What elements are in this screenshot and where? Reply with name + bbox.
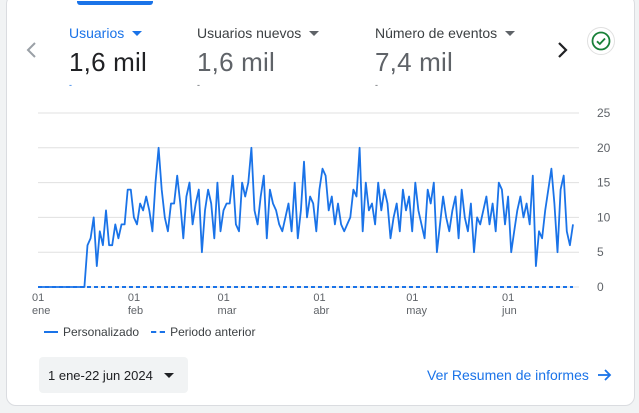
chevron-right-icon: [558, 42, 568, 58]
view-reports-label: Ver Resumen de informes: [427, 367, 589, 383]
legend-item-previous: Periodo anterior: [151, 325, 255, 339]
metric-new-users-comparison: -: [197, 80, 200, 90]
x-tick-day: 01: [218, 292, 230, 304]
check-circle-icon: [591, 31, 611, 51]
metric-event-count-comparison: -: [375, 80, 378, 90]
y-tick-label: 20: [597, 141, 611, 155]
chevron-left-icon: [26, 42, 36, 58]
caret-down-icon: [164, 373, 174, 378]
previous-metrics-button[interactable]: [21, 39, 43, 61]
x-tick-month: jun: [501, 305, 517, 317]
active-tab-indicator: [77, 1, 153, 5]
x-tick-day: 01: [32, 292, 44, 304]
metric-users-comparison: -: [69, 80, 72, 90]
legend-item-current: Personalizado: [44, 325, 139, 339]
x-tick-month: abr: [313, 305, 329, 317]
data-quality-status[interactable]: [587, 27, 615, 55]
date-range-label: 1 ene-22 jun 2024: [48, 367, 153, 383]
metric-users-value: 1,6 mil: [69, 47, 147, 77]
x-tick-month: mar: [218, 305, 237, 317]
y-tick-label: 25: [597, 106, 611, 120]
caret-down-icon: [505, 30, 516, 36]
y-tick-label: 10: [597, 210, 611, 224]
y-tick-label: 0: [597, 280, 604, 294]
dashed-line-icon: [151, 331, 166, 333]
metric-users[interactable]: Usuarios 1,6 mil -: [69, 25, 147, 90]
view-reports-link[interactable]: Ver Resumen de informes: [427, 367, 612, 383]
caret-down-icon: [132, 30, 143, 36]
series-line-current: [38, 146, 574, 288]
x-tick-day: 01: [502, 292, 514, 304]
users-overview-card: Usuarios 1,6 mil - Usuarios nuevos 1,6 m…: [6, 0, 635, 406]
metric-new-users-label: Usuarios nuevos: [197, 25, 302, 41]
caret-down-icon: [309, 30, 320, 36]
date-range-selector[interactable]: 1 ene-22 jun 2024: [39, 357, 188, 393]
x-tick-day: 01: [406, 292, 418, 304]
legend-label-previous: Periodo anterior: [170, 325, 256, 339]
metric-users-label: Usuarios: [69, 25, 125, 41]
metric-event-count-value: 7,4 mil: [375, 47, 453, 77]
solid-line-icon: [44, 331, 58, 333]
x-tick-month: feb: [128, 305, 143, 317]
y-tick-label: 5: [597, 245, 604, 259]
chart-legend: Personalizado Periodo anterior: [44, 325, 267, 339]
metric-event-count-label: Número de eventos: [375, 25, 498, 41]
x-tick-day: 01: [128, 292, 140, 304]
y-tick-label: 15: [597, 176, 611, 190]
legend-label-current: Personalizado: [63, 325, 140, 339]
x-tick-day: 01: [313, 292, 325, 304]
x-tick-month: ene: [32, 305, 50, 317]
metric-new-users[interactable]: Usuarios nuevos 1,6 mil -: [197, 25, 320, 90]
metric-new-users-value: 1,6 mil: [197, 47, 275, 77]
next-metrics-button[interactable]: [551, 39, 573, 61]
x-tick-month: may: [406, 305, 427, 317]
metric-event-count[interactable]: Número de eventos 7,4 mil -: [375, 25, 516, 90]
arrow-right-icon: [597, 369, 612, 381]
